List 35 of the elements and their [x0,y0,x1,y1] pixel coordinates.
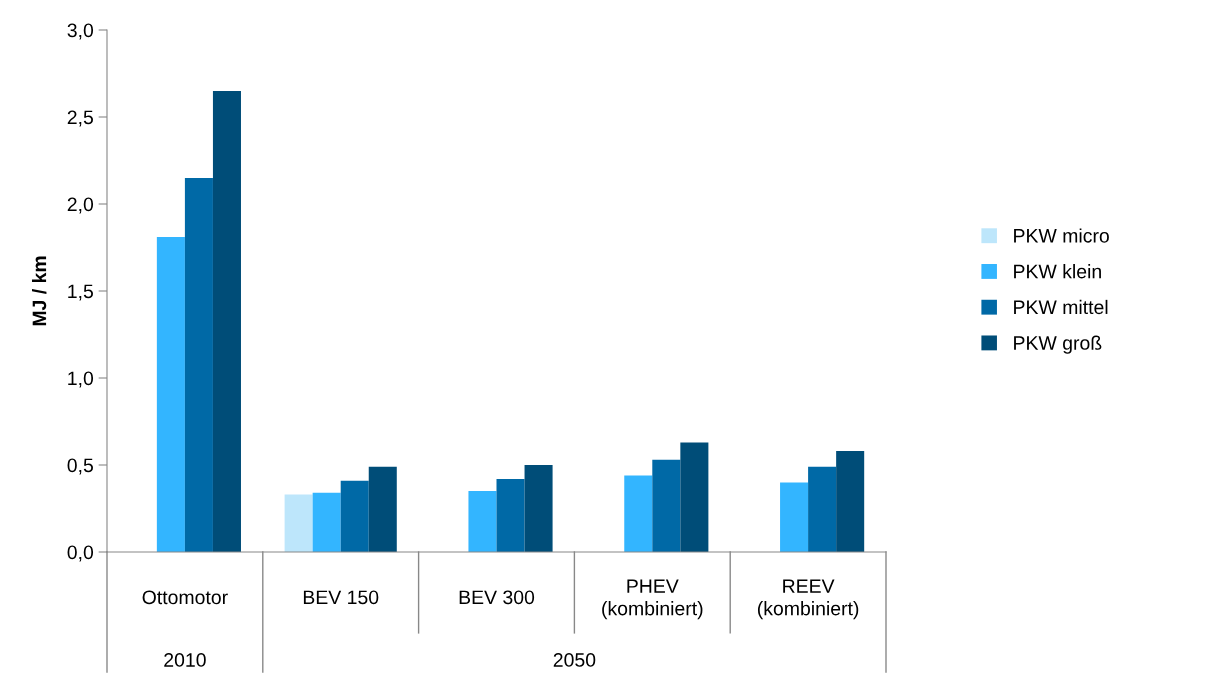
y-axis-title: MJ / km [31,256,47,326]
bar [312,492,341,552]
y-tick-label: 1,0 [68,371,94,388]
bar [524,465,553,552]
y-tick-label: 0,5 [67,458,93,475]
bar [156,237,185,552]
legend-label: PKW mittel [1014,299,1108,315]
bar [368,466,397,552]
bar [680,442,709,552]
bar [652,459,681,552]
y-tick-label: 2,0 [67,197,94,214]
y-tick-label: 3,0 [67,23,94,40]
x-tick-label: REEV (kombiniert) [757,579,859,620]
x-tick-label: BEV 150 [303,590,379,605]
y-tick-label: 0,0 [67,545,94,562]
bar [340,480,369,552]
x-tick-label: BEV 300 [459,590,535,605]
text: 2050 [553,653,596,667]
bar [808,466,837,552]
legend-label: PKW klein [1014,264,1101,279]
legend-label: PKW micro [1014,228,1109,243]
bar [284,494,313,552]
x-tick-label: Ottomotor [142,590,228,605]
y-tick-label: 2,5 [67,110,93,127]
bar [836,451,865,552]
bar [780,482,809,552]
x-tick-label: PHEV (kombiniert) [602,579,703,620]
legend-label: PKW groß [1014,335,1102,354]
bar [184,177,213,552]
bar [468,491,497,552]
bar [624,475,653,552]
y-tick-label: 1,5 [68,284,93,301]
bar [496,478,525,552]
text: 2010 [164,653,206,667]
bar [212,90,241,552]
